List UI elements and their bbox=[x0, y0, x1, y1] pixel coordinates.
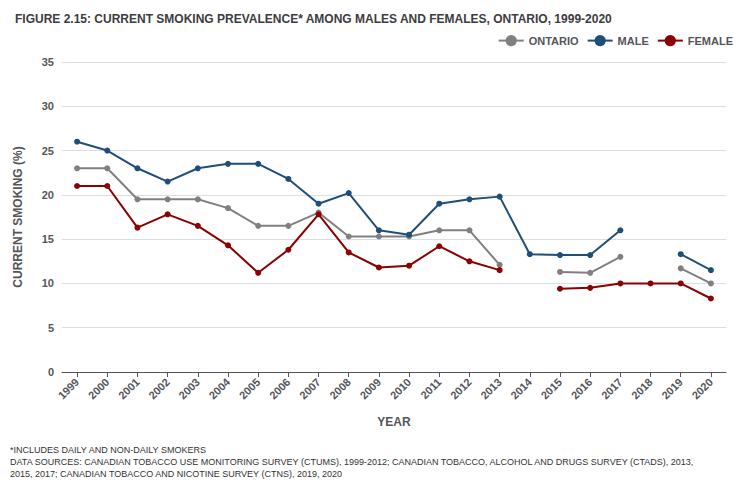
svg-text:2001: 2001 bbox=[116, 376, 142, 402]
svg-text:2009: 2009 bbox=[357, 376, 383, 402]
svg-text:2007: 2007 bbox=[297, 376, 323, 402]
svg-text:*INCLUDES DAILY AND NON-DAILY: *INCLUDES DAILY AND NON-DAILY SMOKERS bbox=[10, 445, 206, 455]
svg-text:0: 0 bbox=[48, 366, 54, 378]
svg-text:2016: 2016 bbox=[569, 376, 595, 402]
svg-text:FEMALE: FEMALE bbox=[688, 35, 733, 47]
svg-text:25: 25 bbox=[42, 145, 54, 157]
svg-text:DATA SOURCES: CANADIAN TOBACCO: DATA SOURCES: CANADIAN TOBACCO USE MONIT… bbox=[10, 457, 693, 467]
svg-text:2000: 2000 bbox=[86, 376, 112, 402]
svg-text:30: 30 bbox=[42, 100, 54, 112]
svg-text:2012: 2012 bbox=[448, 376, 474, 402]
svg-text:2020: 2020 bbox=[689, 376, 715, 402]
svg-text:2018: 2018 bbox=[629, 376, 655, 402]
svg-text:CURRENT SMOKING (%): CURRENT SMOKING (%) bbox=[11, 146, 25, 287]
svg-text:2011: 2011 bbox=[418, 376, 443, 401]
svg-text:2013: 2013 bbox=[478, 376, 504, 402]
svg-text:2014: 2014 bbox=[508, 375, 534, 401]
svg-text:2003: 2003 bbox=[176, 376, 202, 402]
svg-text:2006: 2006 bbox=[267, 376, 293, 402]
svg-text:2005: 2005 bbox=[237, 376, 263, 402]
svg-text:2004: 2004 bbox=[206, 375, 232, 401]
svg-text:35: 35 bbox=[42, 56, 54, 68]
svg-text:2015: 2015 bbox=[538, 376, 564, 402]
svg-text:1999: 1999 bbox=[56, 376, 82, 402]
svg-text:15: 15 bbox=[42, 233, 54, 245]
svg-text:MALE: MALE bbox=[618, 35, 649, 47]
svg-text:2002: 2002 bbox=[146, 376, 172, 402]
svg-text:2015, 2017; CANADIAN TOBACCO A: 2015, 2017; CANADIAN TOBACCO AND NICOTIN… bbox=[10, 469, 342, 479]
svg-text:2019: 2019 bbox=[659, 376, 685, 402]
svg-text:2008: 2008 bbox=[327, 376, 353, 402]
svg-text:FIGURE 2.15: CURRENT SMOKING P: FIGURE 2.15: CURRENT SMOKING PREVALENCE*… bbox=[15, 12, 612, 26]
svg-text:5: 5 bbox=[48, 322, 54, 334]
svg-text:2010: 2010 bbox=[388, 376, 414, 402]
svg-text:2017: 2017 bbox=[599, 376, 625, 402]
svg-text:10: 10 bbox=[42, 277, 54, 289]
svg-text:YEAR: YEAR bbox=[377, 415, 411, 429]
svg-text:ONTARIO: ONTARIO bbox=[529, 35, 579, 47]
svg-text:20: 20 bbox=[42, 189, 54, 201]
